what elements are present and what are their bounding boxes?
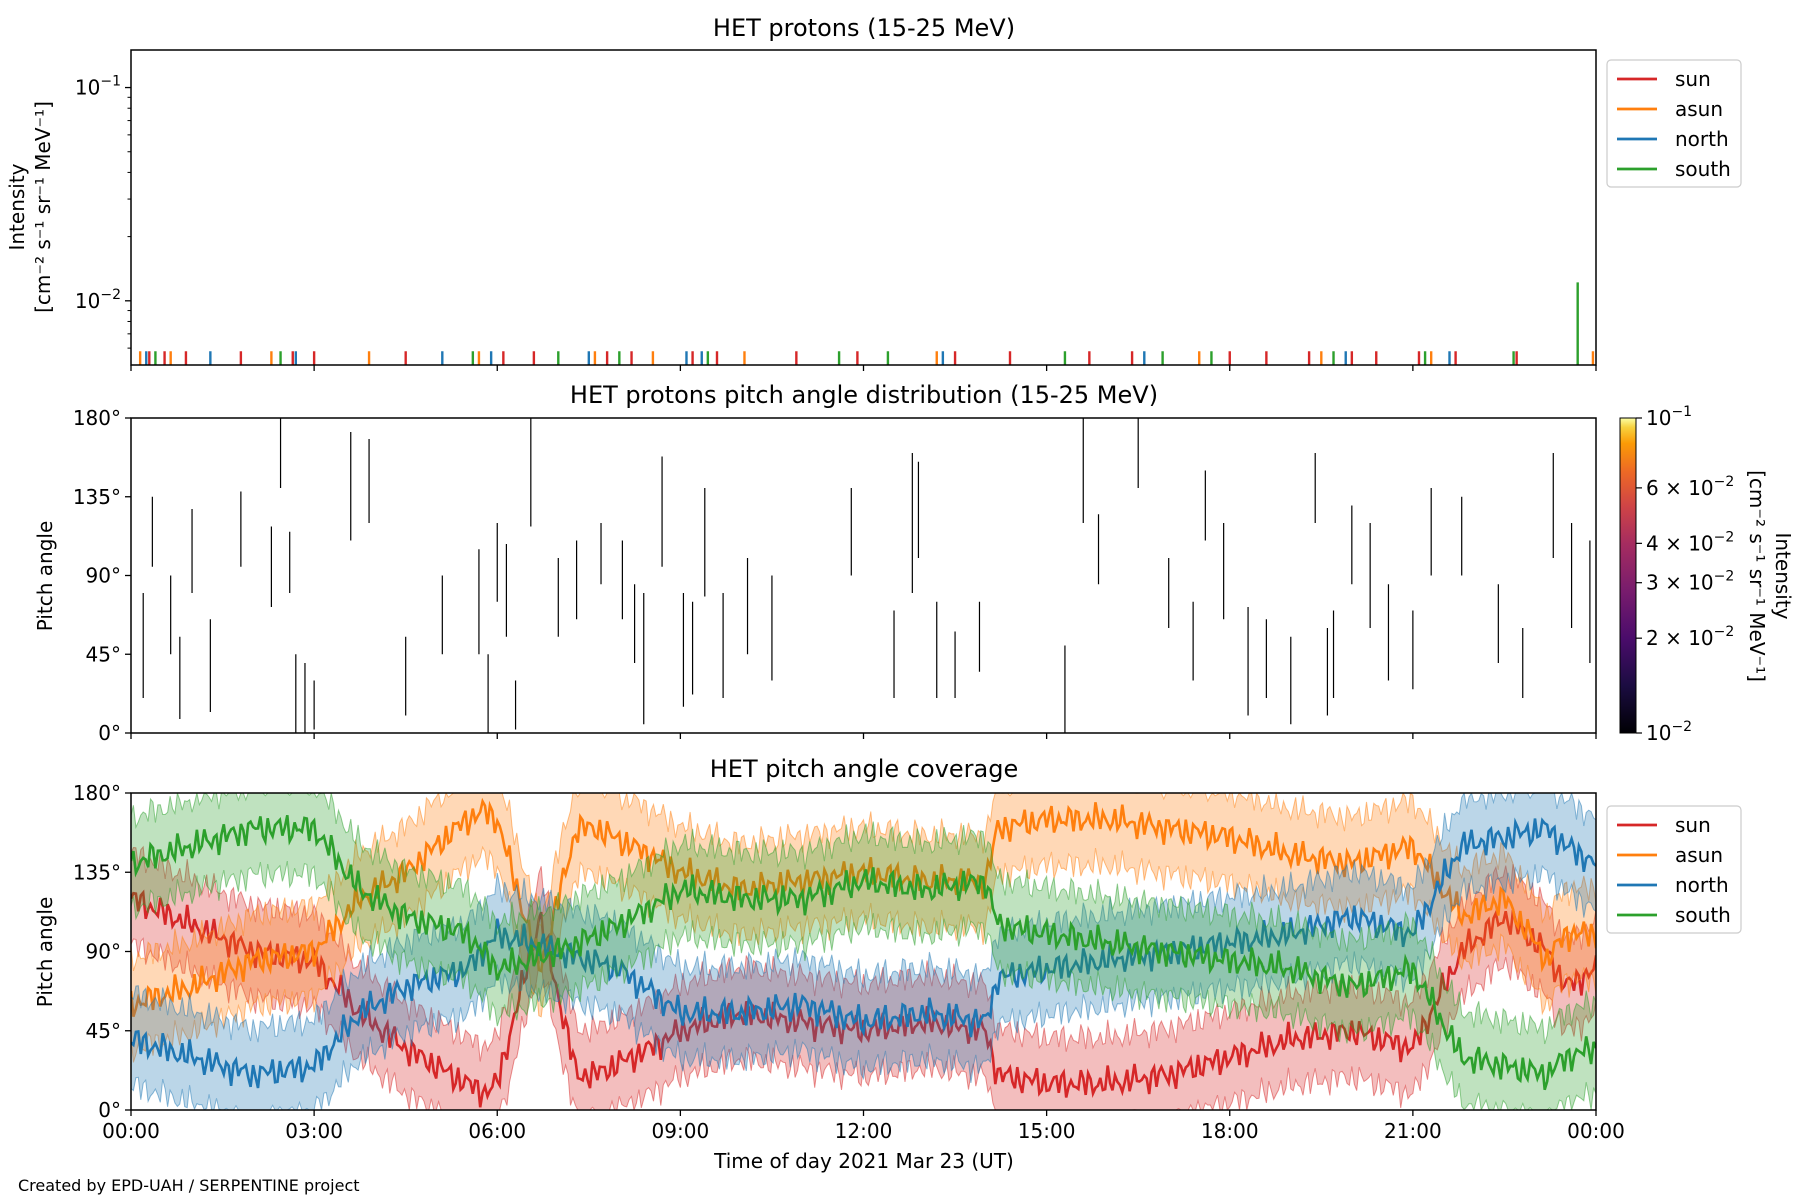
coverage-marks bbox=[131, 793, 1596, 1110]
colorbar-label: Intensity bbox=[1771, 532, 1795, 619]
x-tick-label: 03:00 bbox=[285, 1119, 343, 1143]
panel-title: HET protons (15-25 MeV) bbox=[713, 14, 1015, 42]
coverage-line-sun bbox=[131, 889, 1596, 1108]
y-tick-label: 90° bbox=[86, 940, 121, 964]
distribution-marks bbox=[142, 418, 1591, 733]
legend: sun asun north south bbox=[1606, 805, 1742, 934]
coverage-band-sun bbox=[131, 845, 1596, 1110]
x-tick-label: 06:00 bbox=[468, 1119, 526, 1143]
colorbar-tick-label: 6 × 10−2 bbox=[1646, 474, 1734, 500]
x-tick-label: 00:00 bbox=[1567, 1119, 1625, 1143]
x-tick-label: 12:00 bbox=[835, 1119, 893, 1143]
y-tick-label: 0° bbox=[98, 721, 121, 745]
intensity-panel: HET protons (15-25 MeV) 10−1 10−2 Intensi… bbox=[5, 14, 1742, 366]
colorbar-tick-label: 10−2 bbox=[1646, 719, 1692, 745]
x-tick-label: 09:00 bbox=[652, 1119, 710, 1143]
y-axis-label: Intensity bbox=[5, 163, 29, 250]
coverage-line-south bbox=[131, 815, 1596, 1091]
colorbar bbox=[1619, 417, 1637, 734]
legend-entry-sun: sun bbox=[1675, 813, 1711, 837]
colorbar-tick-label: 4 × 10−2 bbox=[1646, 529, 1734, 555]
plot-frame bbox=[130, 49, 1597, 366]
legend-entry-asun: asun bbox=[1675, 97, 1723, 121]
legend-box bbox=[1606, 59, 1742, 188]
y-axis-ticks: 0° 45° 90° 135° 180° bbox=[73, 781, 131, 1122]
colorbar-label-units: [cm⁻² s⁻¹ sr⁻¹ MeV⁻¹] bbox=[1745, 470, 1769, 682]
legend-entry-asun: asun bbox=[1675, 843, 1723, 867]
intensity-marks bbox=[138, 282, 1595, 365]
legend-box bbox=[1606, 805, 1742, 934]
colorbar-tick-label: 3 × 10−2 bbox=[1646, 569, 1734, 595]
y-tick-label: 45° bbox=[86, 642, 121, 666]
y-axis-ticks: 0° 45° 90° 135° 180° bbox=[73, 406, 131, 745]
coverage-line-asun bbox=[131, 797, 1596, 1017]
coverage-line-north bbox=[131, 817, 1596, 1089]
y-axis-label: Pitch angle bbox=[33, 897, 57, 1008]
panel-title: HET protons pitch angle distribution (15… bbox=[570, 381, 1158, 409]
colorbar-ticks: 10−1 6 × 10−2 4 × 10−2 3 × 10−2 2 × 10−2 10−2 bbox=[1636, 404, 1734, 745]
x-axis-ticks: 00:00 03:00 06:00 09:00 12:00 15:00 18:00 21:00… bbox=[102, 365, 1625, 1143]
legend-entry-sun: sun bbox=[1675, 67, 1711, 91]
y-axis-ticks: 10−1 10−2 bbox=[75, 74, 131, 349]
y-tick-label: 10−2 bbox=[75, 287, 121, 313]
colorbar-tick-label: 2 × 10−2 bbox=[1646, 624, 1734, 650]
y-tick-label: 135° bbox=[73, 485, 121, 509]
y-tick-label: 45° bbox=[86, 1019, 121, 1043]
x-axis-label: Time of day 2021 Mar 23 (UT) bbox=[713, 1149, 1014, 1173]
legend-entry-south: south bbox=[1675, 157, 1731, 181]
y-tick-label: 180° bbox=[73, 406, 121, 430]
x-tick-label: 18:00 bbox=[1201, 1119, 1259, 1143]
y-axis-label-units: [cm⁻² s⁻¹ sr⁻¹ MeV⁻¹] bbox=[31, 101, 55, 313]
y-tick-label: 180° bbox=[73, 781, 121, 805]
y-axis-label: Pitch angle bbox=[33, 521, 57, 632]
legend-entry-north: north bbox=[1675, 127, 1729, 151]
pitch-angle-coverage-panel: HET pitch angle coverage 0° 45° 90° 135° 180… bbox=[33, 755, 1742, 1122]
legend: sun asun north south bbox=[1606, 59, 1742, 188]
x-tick-label: 15:00 bbox=[1018, 1119, 1076, 1143]
x-tick-label: 21:00 bbox=[1384, 1119, 1442, 1143]
coverage-band-south bbox=[131, 793, 1596, 1110]
pitch-angle-distribution-panel: HET protons pitch angle distribution (15… bbox=[33, 381, 1795, 745]
legend-entry-south: south bbox=[1675, 903, 1731, 927]
credit-text: Created by EPD-UAH / SERPENTINE project bbox=[18, 1176, 360, 1195]
y-tick-label: 10−1 bbox=[75, 74, 121, 100]
coverage-band-asun bbox=[131, 793, 1596, 1063]
panel-title: HET pitch angle coverage bbox=[710, 755, 1018, 783]
legend-entry-north: north bbox=[1675, 873, 1729, 897]
x-tick-label: 00:00 bbox=[102, 1119, 160, 1143]
y-tick-label: 90° bbox=[86, 564, 121, 588]
colorbar-tick-label: 10−1 bbox=[1646, 404, 1692, 430]
y-tick-label: 0° bbox=[98, 1098, 121, 1122]
y-tick-label: 135° bbox=[73, 860, 121, 884]
